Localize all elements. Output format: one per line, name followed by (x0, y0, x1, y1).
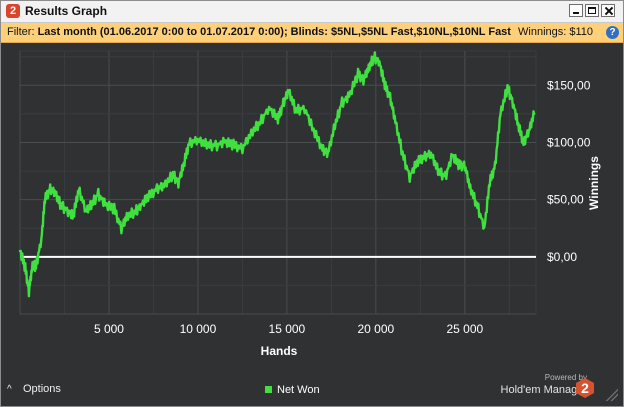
plot-area (19, 50, 537, 315)
y-tick-label: $50,00 (547, 193, 584, 207)
filter-summary: Filter: Last month (01.06.2017 0:00 to 0… (7, 26, 593, 38)
help-icon[interactable]: ? (606, 26, 619, 39)
results-chart: 5 000 10 000 15 000 20 000 25 000 $0,00 $50,0… (1, 43, 623, 406)
x-tick-label: 25 000 (446, 322, 483, 336)
y-tick-label: $150,00 (547, 78, 591, 92)
holdem-manager-logo-icon: 2 (576, 378, 594, 398)
legend-swatch (265, 386, 272, 393)
minimize-icon[interactable] (569, 4, 583, 17)
holdem-manager-2-icon: 2 (6, 4, 20, 18)
maximize-icon[interactable] (585, 4, 599, 17)
y-tick-label: $100,00 (547, 135, 591, 149)
options-label: Options (23, 383, 61, 395)
y-tick-label: $0,00 (547, 250, 577, 264)
legend-label: Net Won (277, 384, 320, 396)
x-tick-label: 15 000 (269, 322, 306, 336)
x-tick-label: 20 000 (358, 322, 395, 336)
close-icon[interactable] (601, 4, 615, 17)
x-axis-ticks: 5 000 10 000 15 000 20 000 25 000 (94, 322, 484, 336)
options-button[interactable]: ^ Options (7, 383, 61, 401)
title-bar: 2 Results Graph (1, 1, 623, 23)
x-axis-label: Hands (261, 344, 298, 358)
x-tick-label: 5 000 (94, 322, 124, 336)
powered-by-logo: Powered by Hold'em Manager (485, 372, 587, 396)
winnings-summary: Winnings: $110 (518, 26, 594, 38)
powered-by-label: Powered by (544, 373, 587, 382)
filter-value: Last month (01.06.2017 0:00 to 01.07.201… (37, 26, 511, 38)
resize-grip-icon[interactable] (604, 387, 618, 401)
filter-bar: Filter: Last month (01.06.2017 0:00 to 0… (1, 23, 623, 43)
net-won-line (18, 51, 536, 298)
y-axis-label: Winnings (587, 156, 601, 210)
net-won-series (18, 51, 536, 298)
product-name: Hold'em Manager (500, 384, 587, 396)
x-tick-label: 10 000 (180, 322, 217, 336)
filter-label: Filter: (7, 26, 35, 38)
window-title: Results Graph (25, 4, 108, 18)
y-axis-ticks: $0,00 $50,00 $100,00 $150,00 (547, 78, 591, 264)
chart-legend: Net Won (265, 384, 320, 396)
chevron-up-icon: ^ (7, 384, 12, 395)
